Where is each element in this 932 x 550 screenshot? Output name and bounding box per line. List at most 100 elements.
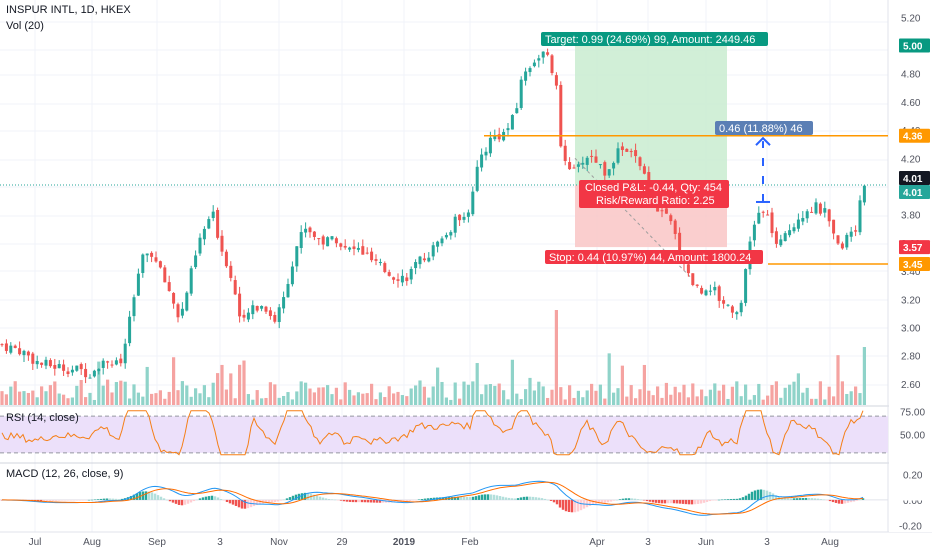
candle-body: [84, 368, 88, 378]
volume-bar: [832, 396, 836, 405]
candle-body: [334, 238, 338, 244]
macd-histogram-bar: [672, 499, 676, 504]
macd-histogram-bar: [573, 499, 577, 513]
volume-bar: [224, 389, 228, 405]
candle-body: [352, 246, 356, 249]
candle-body: [739, 302, 743, 313]
candle-body: [598, 164, 602, 166]
volume-bar: [326, 385, 330, 405]
price-badge-stop: 3.57: [899, 240, 930, 255]
stop-label-bg: [545, 250, 763, 264]
macd-histogram-bar: [771, 493, 775, 500]
macd-histogram-bar: [219, 498, 223, 500]
candle-body: [730, 306, 734, 313]
volume-bar: [277, 397, 281, 405]
volume-bar: [616, 388, 620, 405]
candle-body: [189, 268, 193, 294]
candle-body: [581, 162, 585, 165]
macd-histogram-bar: [804, 497, 808, 500]
candle-body: [664, 208, 668, 214]
macd-histogram-bar: [144, 491, 148, 500]
candle-body: [167, 282, 171, 292]
macd-histogram-bar: [183, 499, 187, 505]
volume-bar: [524, 389, 528, 405]
candle-body: [792, 227, 796, 232]
macd-histogram-bar: [414, 499, 418, 501]
annotations[interactable]: Target: 0.99 (24.69%) 99, Amount: 2449.4…: [541, 32, 813, 264]
macd-histogram-bar: [339, 499, 343, 501]
macd-histogram-bar: [522, 496, 526, 500]
macd-histogram-bar: [483, 494, 487, 500]
macd-histogram-bar: [744, 495, 748, 500]
volume-bar: [106, 379, 110, 405]
symbol-legend[interactable]: INSPUR INTL, 1D, HKEX: [6, 4, 131, 16]
volume-bar: [334, 387, 338, 405]
macd-histogram-bar: [279, 499, 283, 501]
macd-histogram-bar: [255, 499, 259, 506]
macd-histogram-bar: [93, 499, 97, 501]
macd-histogram-bar: [111, 498, 115, 500]
rsi-tick-label: 75.00: [900, 408, 925, 419]
macd-histogram-bar: [204, 496, 208, 500]
candle-body: [295, 246, 299, 267]
candle-body: [554, 75, 558, 86]
volume-bar: [576, 390, 580, 405]
macd-histogram-bar: [303, 492, 307, 500]
volume-bar: [40, 386, 44, 405]
volume-bar: [700, 389, 704, 405]
rsi-legend[interactable]: RSI (14, close): [6, 412, 79, 424]
macd-legend[interactable]: MACD (12, 26, close, 9): [6, 468, 124, 480]
volume-bar: [572, 397, 576, 405]
volume-bar: [308, 388, 312, 405]
macd-histogram-bar: [540, 498, 544, 500]
macd-histogram-bar: [702, 499, 706, 503]
candle-body: [163, 267, 167, 283]
candle-body: [101, 360, 105, 368]
candle-body: [185, 292, 189, 311]
volume-bar: [202, 385, 206, 405]
macd-histogram-bar: [246, 499, 250, 509]
volume-bar: [475, 363, 479, 405]
macd-histogram-bar: [237, 499, 241, 508]
macd-histogram-bar: [738, 498, 742, 500]
volume-bar: [392, 393, 396, 405]
volume-bar: [365, 393, 369, 405]
volume-bar: [466, 384, 470, 405]
volume-bar: [717, 390, 721, 405]
candle-body: [466, 212, 470, 217]
macd-histogram-bar: [453, 496, 457, 500]
volume-bar: [163, 398, 167, 405]
macd-histogram-bar: [615, 499, 619, 501]
macd-histogram-bar: [153, 493, 157, 500]
macd-histogram-bar: [366, 499, 370, 503]
horizontal-levels[interactable]: [0, 134, 888, 265]
macd-histogram-bar: [177, 499, 181, 505]
macd-histogram-bar: [318, 496, 322, 500]
macd-histogram-bar: [675, 499, 679, 504]
price-badge-text: 5.00: [903, 41, 923, 52]
macd-histogram-bar: [657, 499, 661, 504]
macd-histogram-bar: [618, 499, 622, 500]
candle-body: [150, 252, 154, 257]
volume-bar: [449, 399, 453, 405]
macd-histogram-bar: [228, 499, 232, 504]
candle-body: [726, 304, 730, 306]
volume-bar: [598, 384, 602, 405]
price-candles[interactable]: [0, 48, 866, 384]
candle-body: [260, 305, 264, 309]
macd-histogram-bar: [57, 499, 61, 501]
volume-legend[interactable]: Vol (20): [6, 20, 44, 32]
time-axis[interactable]: Jul Aug Sep 3 Nov 29 2019 Feb Apr 3 Jun 3 Aug: [29, 537, 839, 548]
macd-histogram-bar: [459, 496, 463, 500]
macd-histogram-bar: [645, 499, 649, 502]
volume-bar: [660, 397, 664, 405]
candle-body: [717, 286, 721, 301]
macd-histogram-bar: [576, 499, 580, 512]
macd-histogram-bar: [807, 497, 811, 500]
volume-bar: [656, 386, 660, 405]
candle-body: [22, 350, 26, 356]
macd-histogram-bar: [171, 499, 175, 503]
volume-bar: [220, 364, 224, 405]
volume-bar: [744, 384, 748, 405]
